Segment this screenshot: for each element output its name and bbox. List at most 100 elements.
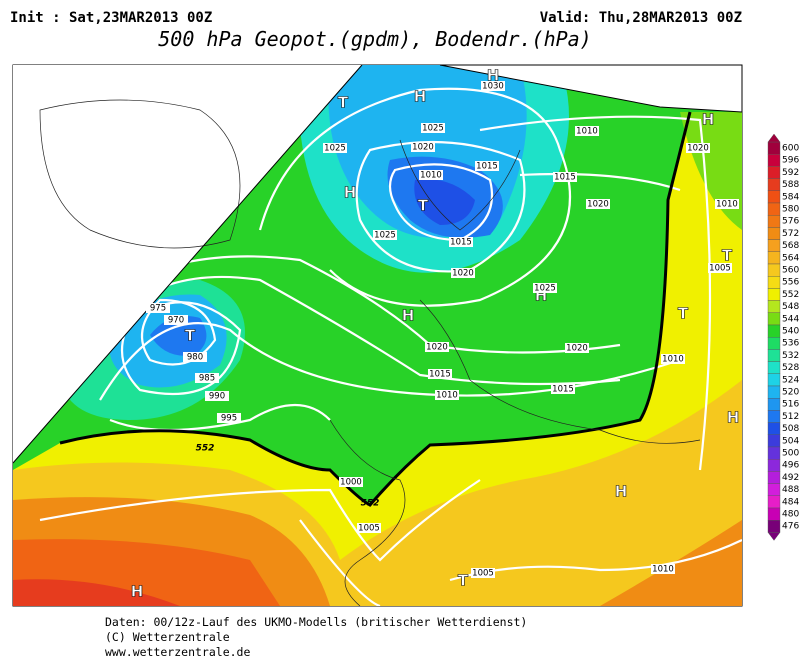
legend-swatch (767, 398, 781, 411)
legend-level: 588 (782, 180, 799, 190)
pressure-center: H (727, 409, 740, 427)
geopotential-label: 552 (196, 444, 215, 454)
isobar-label-bg (435, 390, 459, 400)
isobar-label-bg (475, 161, 499, 171)
isobar-label-bg (428, 369, 452, 379)
isobar-label: 1000 (340, 478, 362, 488)
legend-level: 540 (782, 327, 799, 337)
legend-swatch (767, 471, 781, 484)
legend-swatch (767, 422, 781, 436)
isobar-label: 990 (209, 392, 225, 402)
isobar-label: 1015 (554, 173, 576, 183)
legend-swatch (767, 520, 781, 533)
pressure-center: T (338, 94, 349, 112)
isobar-label: 1025 (324, 144, 346, 154)
isobar-label: 1020 (426, 343, 448, 353)
isobar-label-bg (164, 315, 188, 325)
legend: 600 596 592 588 584 580 576 572 568 564 560 556 552 5… (767, 133, 799, 541)
isobar-label-bg (651, 564, 675, 574)
legend-swatch (767, 141, 781, 155)
legend-swatch (767, 166, 781, 179)
isobar-label-bg (373, 230, 397, 240)
legend-level: 480 (782, 510, 799, 520)
legend-level: 548 (782, 302, 799, 312)
isobar-label: 1020 (412, 143, 434, 153)
legend-swatch (767, 446, 781, 460)
legend-level: 520 (782, 388, 799, 398)
legend-swatch (767, 239, 781, 253)
isobar-label-bg (217, 413, 241, 423)
isobar-label: 1015 (552, 385, 574, 395)
isobar-label: 975 (150, 304, 166, 314)
isobar-label: 1025 (422, 124, 444, 134)
legend-swatch (767, 214, 781, 228)
legend-level: 496 (782, 461, 799, 471)
legend-level: 552 (782, 290, 799, 300)
legend-swatch (767, 349, 781, 362)
legend-swatch (767, 373, 781, 387)
legend-level: 544 (782, 314, 799, 324)
isobar-label: 1025 (374, 231, 396, 241)
isobar-label-bg (533, 283, 557, 293)
legend-level: 592 (782, 168, 799, 178)
legend-level: 508 (782, 424, 799, 434)
pressure-center: H (344, 184, 357, 202)
isobar-label: 1005 (472, 569, 494, 579)
init-time: Init : Sat,23MAR2013 00Z (10, 10, 212, 26)
legend-level: 500 (782, 449, 799, 459)
isobar-label-bg (451, 268, 475, 278)
pressure-center: H (414, 88, 427, 106)
legend-level: 512 (782, 412, 799, 422)
isobar-label: 1015 (450, 238, 472, 248)
isobar-label-bg (661, 354, 685, 364)
isobar-label: 1010 (652, 565, 674, 575)
legend-level: 584 (782, 192, 799, 202)
legend-tip (767, 532, 781, 541)
isobar-label: 1030 (482, 82, 504, 92)
legend-level: 484 (782, 497, 799, 507)
legend-swatch (767, 410, 781, 423)
legend-level: 516 (782, 400, 799, 410)
isobar-label-bg (419, 170, 443, 180)
pressure-center: T (458, 572, 469, 590)
legend-swatch (767, 507, 781, 521)
isobar-label: 980 (187, 353, 203, 363)
legend-tip (767, 133, 781, 143)
isobar-label-bg (195, 373, 219, 383)
isobar-label-bg (553, 172, 577, 182)
isobar-label-bg (205, 391, 229, 401)
footer-line: www.wetterzentrale.de (105, 645, 250, 659)
legend-level: 580 (782, 205, 799, 215)
legend-level: 528 (782, 363, 799, 373)
legend-level: 576 (782, 217, 799, 227)
pressure-center: T (722, 247, 733, 265)
legend-level: 504 (782, 436, 799, 446)
isobar-label: 1015 (476, 162, 498, 172)
legend-swatch (767, 434, 781, 448)
isobar-label: 1020 (587, 200, 609, 210)
legend-swatch (767, 288, 781, 301)
pressure-center: T (418, 197, 429, 215)
legend-swatch (767, 202, 781, 216)
legend-swatch (767, 300, 781, 314)
isobar-label-bg (575, 126, 599, 136)
isobar-label: 1015 (429, 370, 451, 380)
isobar-label: 985 (199, 374, 215, 384)
pressure-center: H (615, 483, 628, 501)
valid-time: Valid: Thu,28MAR2013 00Z (540, 10, 742, 26)
isobar-label: 1005 (358, 524, 380, 534)
legend-level: 476 (782, 522, 799, 532)
isobar-label-bg (471, 568, 495, 578)
isobar-label-bg (481, 81, 505, 91)
legend-swatch (767, 483, 781, 497)
footer-line: Daten: 00/12z-Lauf des UKMO-Modells (bri… (105, 615, 527, 629)
pressure-center: H (131, 583, 144, 601)
pressure-center: T (678, 305, 689, 323)
isobar-label: 995 (221, 414, 237, 424)
isobar-label-bg (183, 352, 207, 362)
legend-level: 556 (782, 278, 799, 288)
footer-line: (C) Wetterzentrale (105, 630, 230, 644)
